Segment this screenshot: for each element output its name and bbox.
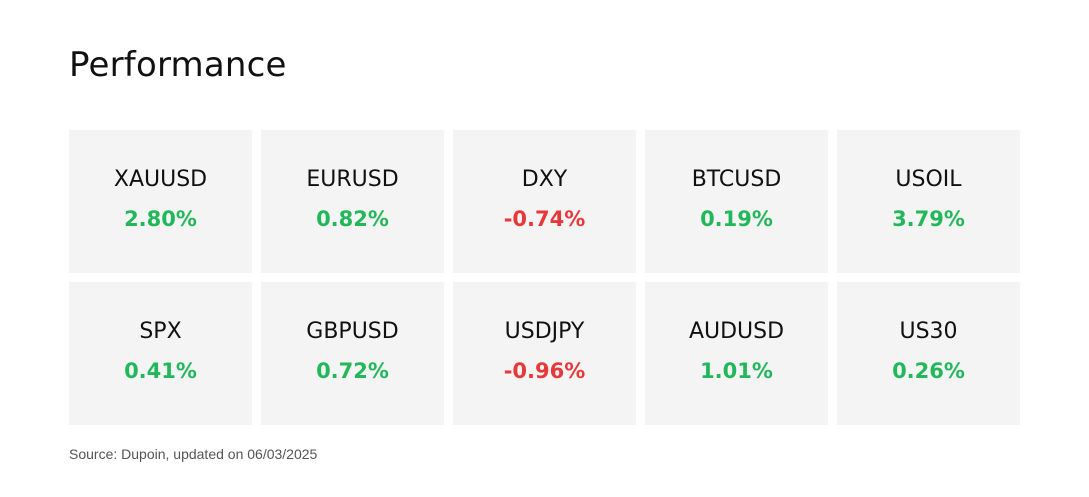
instrument-change: -0.96% [503, 359, 586, 383]
instrument-symbol: BTCUSD [691, 167, 782, 192]
instrument-change: 2.80% [124, 207, 197, 231]
instrument-change: 3.79% [892, 207, 965, 231]
instrument-change: 0.72% [316, 359, 389, 383]
instrument-symbol: DXY [521, 167, 568, 192]
instrument-symbol: US30 [899, 319, 958, 344]
instrument-tile-usoil[interactable]: USOIL 3.79% [837, 130, 1020, 273]
instrument-symbol: USOIL [895, 167, 962, 192]
instrument-change: 0.19% [700, 207, 773, 231]
instrument-tile-gbpusd[interactable]: GBPUSD 0.72% [261, 282, 444, 425]
instrument-tile-btcusd[interactable]: BTCUSD 0.19% [645, 130, 828, 273]
instrument-tile-dxy[interactable]: DXY -0.74% [453, 130, 636, 273]
instrument-tile-xauusd[interactable]: XAUUSD 2.80% [69, 130, 252, 273]
instrument-change: -0.74% [503, 207, 586, 231]
instrument-tile-spx[interactable]: SPX 0.41% [69, 282, 252, 425]
instrument-symbol: EURUSD [306, 167, 399, 192]
instrument-change: 0.41% [124, 359, 197, 383]
instrument-symbol: USDJPY [504, 319, 585, 344]
instrument-tile-us30[interactable]: US30 0.26% [837, 282, 1020, 425]
instrument-tile-eurusd[interactable]: EURUSD 0.82% [261, 130, 444, 273]
page-title: Performance [69, 45, 287, 85]
performance-grid: XAUUSD 2.80% EURUSD 0.82% DXY -0.74% BTC… [69, 130, 1020, 425]
instrument-change: 1.01% [700, 359, 773, 383]
instrument-tile-audusd[interactable]: AUDUSD 1.01% [645, 282, 828, 425]
instrument-symbol: AUDUSD [688, 319, 785, 344]
instrument-change: 0.26% [892, 359, 965, 383]
source-note: Source: Dupoin, updated on 06/03/2025 [69, 446, 318, 462]
instrument-symbol: GBPUSD [306, 319, 399, 344]
instrument-symbol: SPX [139, 319, 182, 344]
instrument-tile-usdjpy[interactable]: USDJPY -0.96% [453, 282, 636, 425]
instrument-change: 0.82% [316, 207, 389, 231]
instrument-symbol: XAUUSD [113, 167, 208, 192]
